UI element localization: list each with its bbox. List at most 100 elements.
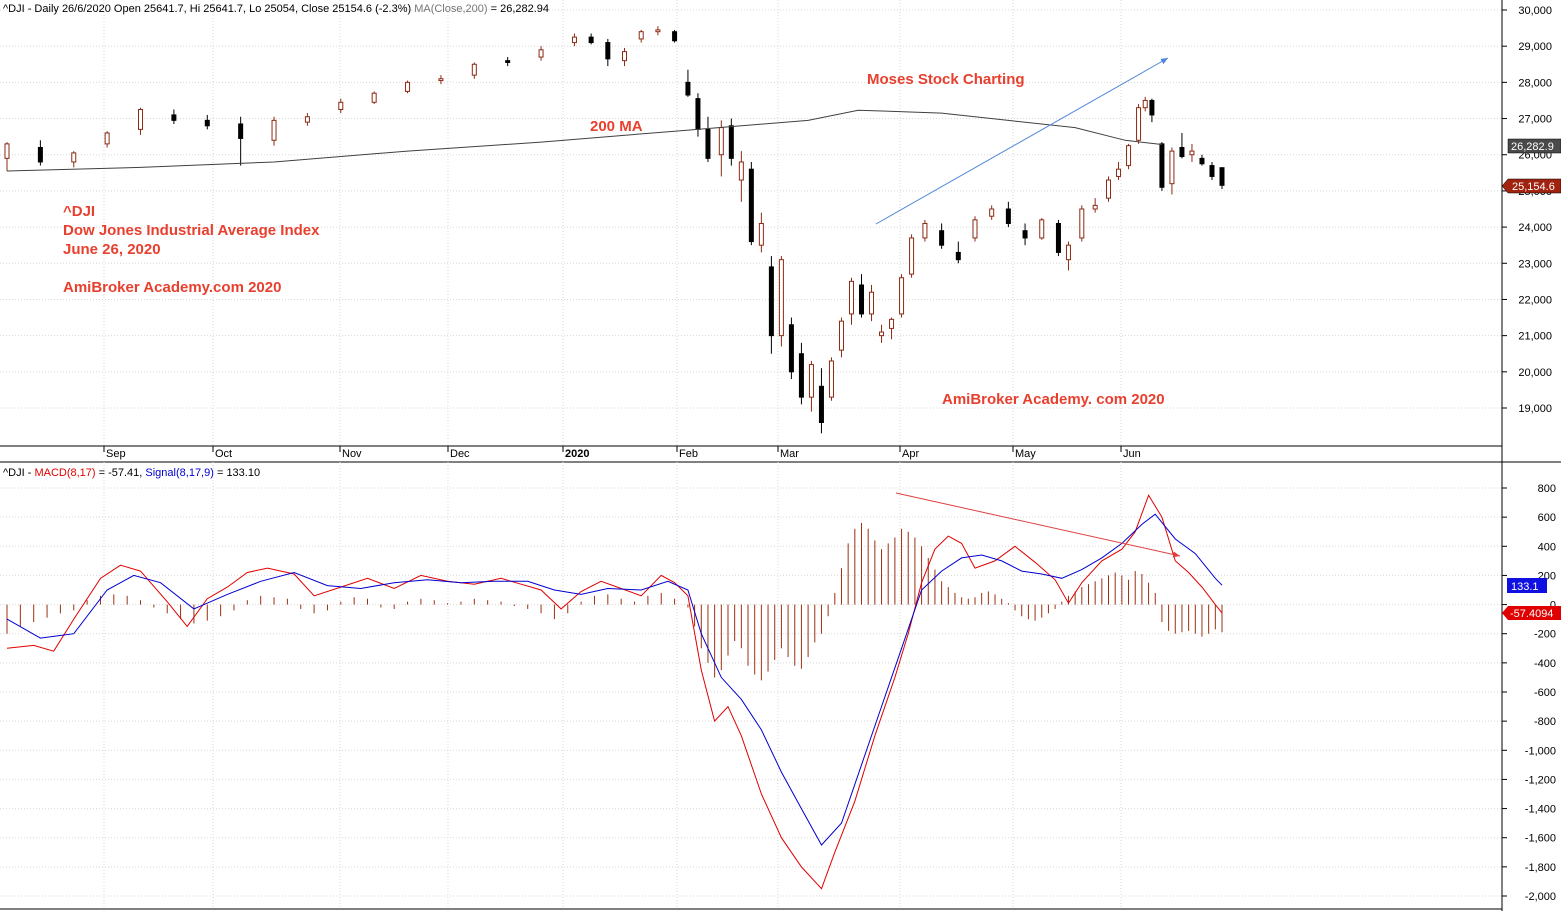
candle-up: [848, 277, 854, 325]
candle-body: [788, 324, 794, 373]
candle-down: [685, 69, 691, 97]
candle-body: [672, 31, 678, 42]
ma-value-tag: 26,282.9: [1507, 138, 1561, 154]
candle-up: [899, 274, 905, 318]
candle-body: [718, 127, 724, 156]
candle-up: [972, 216, 978, 242]
close-value-tag: 25,154.6: [1501, 178, 1561, 194]
price-tick-label: 22,000: [1518, 294, 1552, 306]
candle-body: [955, 251, 961, 261]
candle-down: [672, 29, 678, 43]
candle-body: [828, 360, 834, 398]
candle-body: [1106, 179, 1112, 199]
candle-up: [1092, 198, 1098, 213]
candle-body: [1116, 168, 1122, 177]
price-tick-label: 28,000: [1518, 77, 1552, 89]
candle-body: [622, 51, 628, 62]
candle-body: [1149, 99, 1155, 116]
candle-down: [728, 118, 734, 166]
macd-header-prefix: ^DJI -: [3, 467, 34, 479]
candle-down: [748, 161, 754, 246]
candle-body: [1189, 150, 1195, 156]
candle-body: [588, 36, 594, 44]
price-header: ^DJI - Daily 26/6/2020 Open 25641.7, Hi …: [3, 3, 549, 15]
candle-up: [655, 26, 661, 36]
candle-up: [869, 284, 875, 322]
macd-tick-label: -2,000: [1525, 891, 1556, 903]
candle-body: [1169, 150, 1175, 185]
macd-tick-label: -1,000: [1525, 745, 1556, 757]
month-axis: Sep Oct Nov Dec 2020 Feb Mar Apr May Jun: [103, 446, 1141, 460]
candle-up: [71, 151, 77, 168]
ma-value-tag-text: 26,282.9: [1511, 141, 1554, 153]
price-tick-label: 30,000: [1518, 5, 1552, 17]
month-label: 2020: [565, 448, 589, 460]
candle-body: [798, 353, 804, 398]
candle-body: [571, 36, 577, 44]
macd-tick-label: -1,800: [1525, 862, 1556, 874]
candle-body: [138, 109, 144, 130]
candle-up: [1126, 143, 1132, 170]
macd-histogram: [6, 522, 1223, 681]
candle-up: [879, 324, 885, 343]
macd-tick-label: 400: [1538, 541, 1556, 553]
candle-body: [438, 78, 444, 82]
candle-down: [1199, 154, 1205, 166]
candle-body: [768, 266, 774, 337]
candle-body: [405, 81, 411, 92]
candle-body: [1179, 146, 1185, 158]
candle-body: [605, 42, 611, 60]
price-grid: [0, 0, 1502, 446]
candle-up: [828, 357, 834, 401]
candle-body: [728, 125, 734, 159]
candle-up: [371, 91, 377, 105]
month-label: Dec: [450, 448, 470, 460]
candle-up: [778, 256, 784, 347]
price-header-prefix: ^DJI - Daily 26/6/2020 Open 25641.7, Hi …: [3, 3, 414, 15]
candle-body: [104, 132, 110, 145]
candle-body: [705, 128, 711, 159]
candle-body: [1142, 99, 1148, 109]
candle-down: [818, 368, 824, 434]
candle-down: [1022, 223, 1028, 246]
price-tick-label: 24,000: [1518, 222, 1552, 234]
candle-body: [1209, 165, 1215, 177]
candle-up: [138, 107, 144, 135]
candle-body: [1159, 143, 1165, 188]
candle-body: [1092, 204, 1098, 210]
candle-body: [838, 320, 844, 351]
macd-header-value: = -57.41,: [96, 467, 146, 479]
candle-body: [171, 114, 177, 121]
candle-body: [685, 81, 691, 96]
candle-down: [1055, 219, 1061, 257]
candle-down: [1219, 167, 1225, 189]
candle-down: [788, 317, 794, 380]
price-header-ma-label: MA(Close,200): [414, 3, 487, 15]
macd-header-label: MACD(8,17): [34, 467, 95, 479]
annotation-200-ma: 200 MA: [590, 118, 643, 135]
candle-body: [695, 98, 701, 130]
candle-up: [405, 80, 411, 94]
month-label: Nov: [342, 448, 362, 460]
candle-body: [538, 49, 544, 58]
candle-down: [859, 274, 865, 318]
macd-tick-label: -200: [1534, 629, 1556, 641]
candle-body: [972, 219, 978, 239]
candle-body: [271, 119, 277, 141]
candle-body: [1005, 208, 1011, 224]
candle-up: [909, 234, 915, 278]
macd-tick-label: -1,200: [1525, 774, 1556, 786]
annotation-ticker: ^DJI: [63, 203, 95, 220]
candle-down: [171, 109, 177, 124]
candle-down: [1179, 133, 1185, 159]
candle-body: [879, 331, 885, 337]
candle-body: [738, 161, 744, 181]
annotation-site-left: AmiBroker Academy.com 2020: [63, 279, 281, 296]
candle-body: [371, 92, 377, 103]
candle-body: [909, 237, 915, 275]
candle-up: [538, 46, 544, 61]
candle-up: [104, 131, 110, 148]
candle-up: [1106, 176, 1112, 202]
macd-tick-label: -1,600: [1525, 833, 1556, 845]
